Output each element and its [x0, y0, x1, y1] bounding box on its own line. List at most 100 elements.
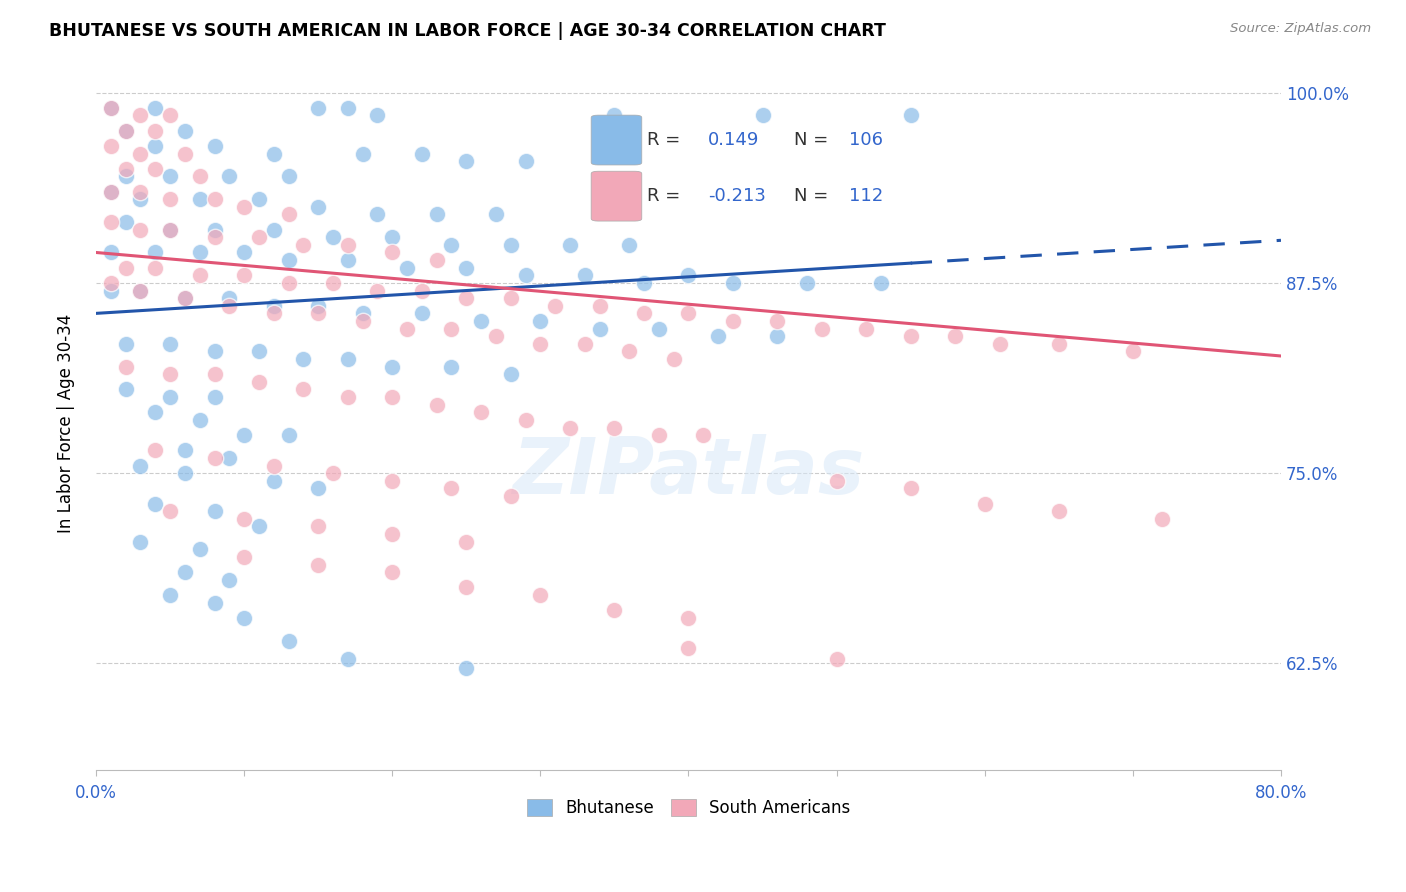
Point	[411, 306, 433, 320]
Point	[204, 596, 226, 610]
Point	[440, 482, 463, 496]
Point	[336, 652, 359, 666]
Point	[456, 534, 478, 549]
Point	[307, 200, 329, 214]
Point	[588, 321, 610, 335]
Point	[336, 253, 359, 268]
Point	[973, 497, 995, 511]
Point	[307, 299, 329, 313]
Point	[233, 549, 256, 564]
Point	[988, 336, 1011, 351]
Point	[648, 428, 671, 442]
Point	[143, 161, 166, 176]
Point	[603, 603, 626, 617]
Point	[114, 336, 136, 351]
Point	[129, 146, 152, 161]
Point	[692, 428, 714, 442]
Point	[352, 306, 374, 320]
Point	[143, 405, 166, 419]
Point	[336, 390, 359, 404]
Point	[247, 519, 270, 533]
Point	[188, 192, 211, 206]
Point	[100, 284, 122, 298]
Point	[100, 185, 122, 199]
Point	[396, 260, 419, 275]
Point	[456, 154, 478, 169]
Point	[529, 336, 551, 351]
Point	[143, 124, 166, 138]
Point	[366, 207, 388, 221]
Point	[292, 351, 315, 366]
Point	[277, 276, 299, 290]
Point	[129, 284, 152, 298]
Point	[825, 474, 848, 488]
Point	[100, 101, 122, 115]
Point	[218, 299, 240, 313]
Point	[381, 565, 404, 579]
Point	[307, 519, 329, 533]
Point	[143, 443, 166, 458]
Point	[114, 124, 136, 138]
Point	[159, 336, 181, 351]
Point	[499, 291, 522, 305]
Point	[544, 299, 567, 313]
Point	[678, 268, 700, 283]
Point	[426, 207, 449, 221]
Point	[456, 661, 478, 675]
Point	[456, 291, 478, 305]
Point	[499, 238, 522, 252]
Point	[529, 314, 551, 328]
Point	[173, 146, 195, 161]
Point	[114, 260, 136, 275]
Point	[766, 329, 789, 343]
Point	[633, 276, 655, 290]
Point	[352, 314, 374, 328]
Point	[100, 215, 122, 229]
Point	[114, 383, 136, 397]
Point	[1122, 344, 1144, 359]
Point	[188, 413, 211, 427]
Point	[100, 276, 122, 290]
Point	[173, 124, 195, 138]
Point	[322, 276, 344, 290]
Point	[336, 101, 359, 115]
Point	[381, 527, 404, 541]
Point	[143, 139, 166, 153]
Point	[825, 652, 848, 666]
Point	[188, 268, 211, 283]
Point	[396, 321, 419, 335]
Point	[426, 253, 449, 268]
Point	[159, 169, 181, 184]
Point	[574, 336, 596, 351]
Point	[1047, 504, 1070, 518]
Point	[810, 321, 832, 335]
Point	[558, 420, 581, 434]
Point	[470, 314, 492, 328]
Point	[233, 245, 256, 260]
Point	[204, 390, 226, 404]
Point	[159, 222, 181, 236]
Point	[943, 329, 966, 343]
Point	[218, 573, 240, 587]
Point	[159, 192, 181, 206]
Point	[100, 101, 122, 115]
Point	[678, 641, 700, 656]
Point	[366, 108, 388, 122]
Point	[247, 192, 270, 206]
Point	[515, 154, 537, 169]
Text: BHUTANESE VS SOUTH AMERICAN IN LABOR FORCE | AGE 30-34 CORRELATION CHART: BHUTANESE VS SOUTH AMERICAN IN LABOR FOR…	[49, 22, 886, 40]
Text: ZIPatlas: ZIPatlas	[512, 434, 865, 510]
Point	[1152, 512, 1174, 526]
Text: Source: ZipAtlas.com: Source: ZipAtlas.com	[1230, 22, 1371, 36]
Point	[277, 169, 299, 184]
Legend: Bhutanese, South Americans: Bhutanese, South Americans	[520, 792, 856, 824]
Point	[204, 192, 226, 206]
Point	[204, 139, 226, 153]
Point	[218, 450, 240, 465]
Point	[233, 611, 256, 625]
Point	[263, 458, 285, 473]
Point	[263, 146, 285, 161]
Point	[707, 329, 730, 343]
Point	[100, 139, 122, 153]
Point	[204, 450, 226, 465]
